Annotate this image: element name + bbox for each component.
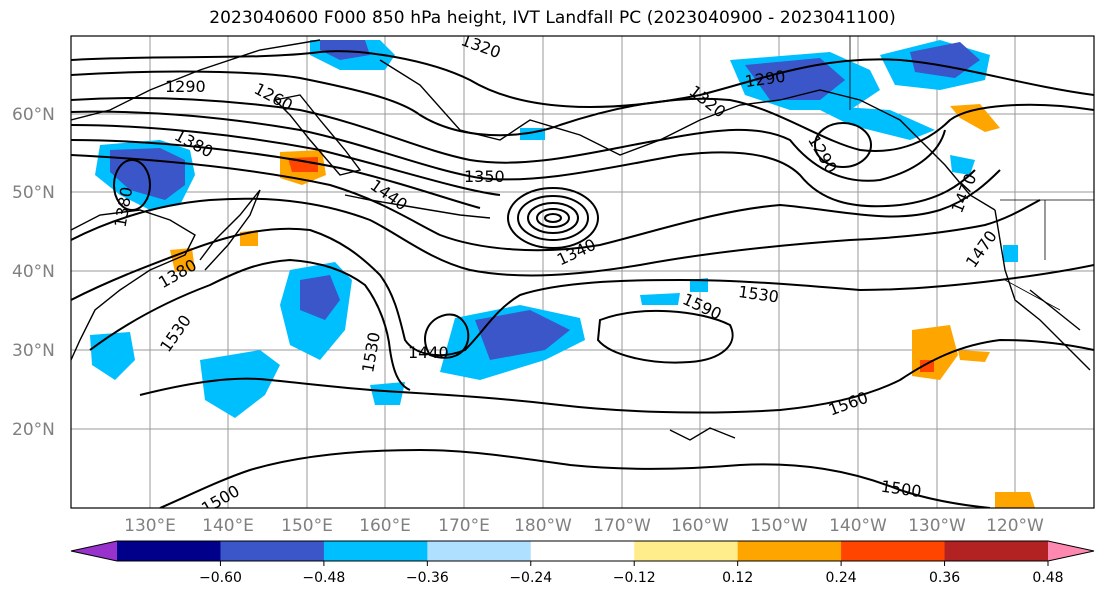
map-title: 2023040600 F000 850 hPa height, IVT Land… [209,8,896,28]
lat-label: 20°N [12,420,55,440]
lat-label: 40°N [12,262,55,282]
colorbar-tick-label: −0.48 [302,570,345,586]
colorbar-extend-low [71,541,117,561]
lat-label: 60°N [12,105,55,125]
lon-label: 170°W [593,516,651,536]
colorbar-tick-label: −0.12 [613,570,656,586]
low-center-contours [113,122,872,249]
colorbar-segment [841,541,946,561]
graticule [71,36,1094,508]
lon-label: 170°E [438,516,490,536]
state-borders [849,36,1094,311]
lon-label: 140°E [202,516,254,536]
map-frame [70,35,1095,509]
lon-label: 160°W [671,516,729,536]
colorbar-outline [70,540,1095,562]
lon-label: 130°W [908,516,966,536]
colorbar-segment [530,541,635,561]
lon-label: 150°W [750,516,808,536]
contour-label: 1290 [165,77,206,96]
lon-label: 120°W [986,516,1044,536]
colorbar-tick-label: −0.36 [406,570,449,586]
colorbar-tick-label: −0.24 [509,570,552,586]
lat-label: 30°N [12,341,55,361]
colorbar-extend-high [1048,541,1094,561]
height-contours [71,50,1094,508]
lon-label: 160°E [359,516,411,536]
lat-label: 50°N [12,183,55,203]
colorbar-segment [117,541,221,561]
colorbar-segment [634,541,739,561]
contour-label: 1440 [408,343,449,362]
colorbar: −0.60 −0.48 −0.36 −0.24 −0.12 0.12 0.24 0.36 0.4… [70,540,1095,586]
lon-label: 180°W [514,516,572,536]
ivt-shading [90,40,1035,508]
colorbar-segment [220,541,325,561]
colorbar-segment [944,541,1049,561]
colorbar-segment [737,541,842,561]
colorbar-tick-label: 0.12 [722,570,753,586]
latitude-labels: 60°N 50°N 40°N 30°N 20°N [12,105,55,440]
colorbar-tick-label: 0.48 [1032,570,1063,586]
colorbar-segment [427,541,532,561]
colorbar-tick-label: 0.36 [929,570,960,586]
lon-label: 130°E [124,516,176,536]
contour-label: 1350 [464,167,505,186]
lon-label: 140°W [829,516,887,536]
colorbar-tick-label: −0.60 [199,570,242,586]
colorbar-tick-label: 0.24 [826,570,857,586]
lon-label: 150°E [281,516,333,536]
longitude-labels: 130°E 140°E 150°E 160°E 170°E 180°W 170°… [124,516,1044,536]
colorbar-segment [323,541,428,561]
